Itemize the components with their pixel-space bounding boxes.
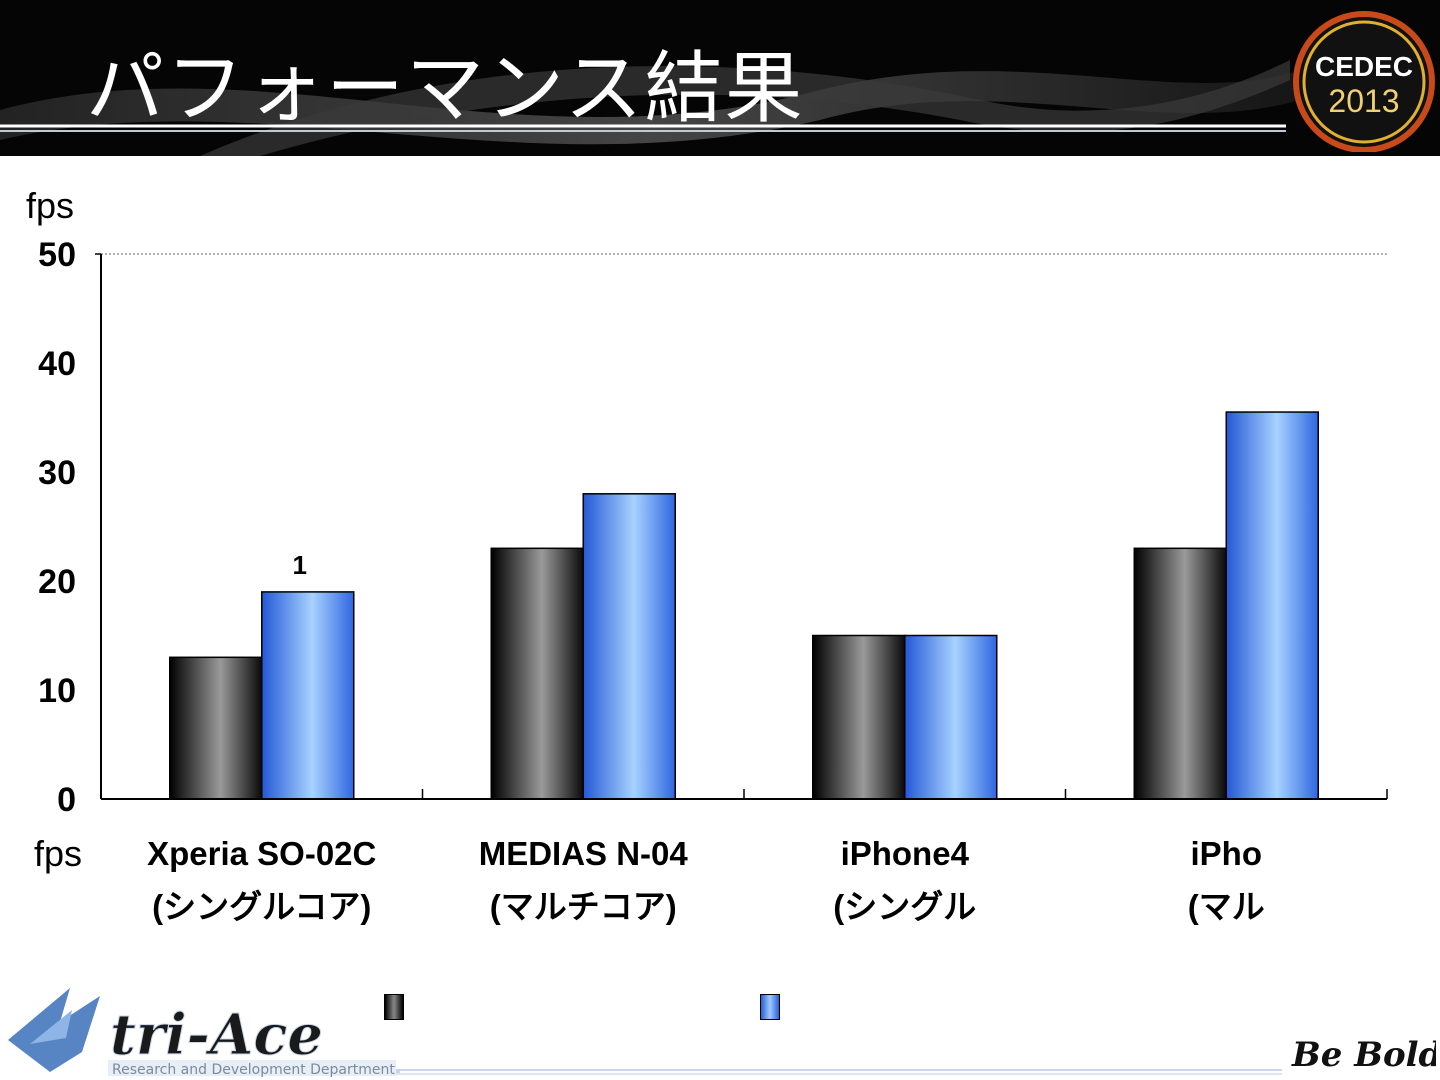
- y-axis-unit-label: fps: [26, 185, 74, 226]
- header-banner: パフォーマンス結果 CEDEC 2013: [0, 0, 1440, 156]
- bar-series-2-category-3: [904, 634, 998, 800]
- cedec-logo-text: CEDEC: [1315, 51, 1413, 82]
- legend-swatch-series-2: [760, 994, 780, 1020]
- data-label: 1: [293, 550, 307, 580]
- tri-ace-logo: tri-Ace Research and Development Departm…: [8, 988, 400, 1078]
- y-tick-label: 30: [38, 454, 76, 492]
- chart-bars: [169, 411, 1319, 800]
- bar-series-2-category-4: [1225, 411, 1319, 800]
- x-axis-category-labels: Xperia SO-02C (シングルコア) MEDIAS N-04 (マルチコア) i…: [147, 835, 1265, 925]
- be-bold-logo-text: Be Bold!: [1291, 1035, 1436, 1075]
- x-category-label-line2: (シングル: [833, 888, 976, 925]
- cedec-2013-logo: CEDEC 2013: [1293, 11, 1435, 152]
- x-category-label-line1: Xperia SO-02C: [147, 835, 376, 872]
- bar-series-1-category-1: [169, 656, 263, 800]
- be-bold-logo: Be Bold!: [1291, 1035, 1436, 1075]
- header-swirl-decoration: [0, 60, 1300, 156]
- cedec-logo-year: 2013: [1328, 83, 1399, 119]
- y-tick-label: 0: [57, 781, 76, 819]
- bar-series-1-category-2: [490, 547, 584, 800]
- x-category-label-line1: iPho: [1191, 835, 1263, 872]
- legend-swatch-series-1: [384, 994, 404, 1020]
- footer-rule: [396, 1069, 1282, 1075]
- x-category-label-line2: (シングルコア): [152, 888, 371, 925]
- y-tick-label: 50: [38, 236, 76, 274]
- x-category-label-line1: MEDIAS N-04: [479, 835, 689, 872]
- x-category-label-line2: (マルチコア): [490, 888, 677, 925]
- bar-series-2-category-2: [582, 493, 676, 800]
- y-tick-label: 20: [38, 563, 76, 601]
- x-axis-unit-label: fps: [34, 833, 82, 874]
- bar-series-2-category-1: [261, 591, 355, 800]
- x-category-label-line2: (マル: [1188, 888, 1265, 925]
- department-text: Research and Development Department: [112, 1062, 395, 1078]
- chart-legend: [384, 986, 1004, 1026]
- y-tick-label: 40: [38, 345, 76, 383]
- bar-series-1-category-4: [1133, 547, 1227, 800]
- bar-series-1-category-3: [812, 634, 906, 800]
- chart-axes: [95, 253, 1388, 800]
- chart-annotations: 1: [293, 550, 307, 580]
- x-category-label-line1: iPhone4: [841, 835, 970, 872]
- y-axis-ticks: 0 10 20 30 40 50: [38, 236, 76, 819]
- y-tick-label: 10: [38, 672, 76, 710]
- slide-title: パフォーマンス結果: [86, 44, 805, 134]
- tri-ace-logo-text: tri-Ace: [110, 1002, 323, 1068]
- bar-chart: fps fps 0 10 20 30 40 50 Xperia SO-02C (シングルコア…: [26, 185, 1388, 925]
